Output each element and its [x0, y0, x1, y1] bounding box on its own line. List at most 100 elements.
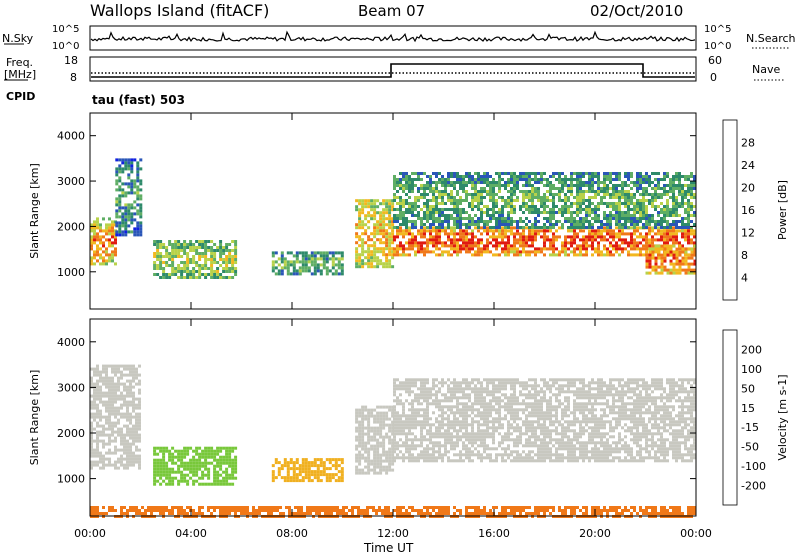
power-cell: [675, 229, 678, 233]
velocity-cell: [373, 426, 377, 430]
power-cell: [675, 250, 679, 254]
power-cell: [450, 190, 453, 193]
power-cell: [391, 256, 395, 260]
velocity-cell: [186, 446, 190, 450]
power-cell: [462, 217, 465, 220]
velocity-cell: [429, 390, 432, 394]
power-cell: [528, 226, 531, 229]
power-cell: [388, 247, 392, 251]
velocity-cell: [198, 467, 202, 471]
power-cell: [213, 270, 217, 273]
velocity-cell: [420, 423, 423, 427]
power-cell: [186, 261, 190, 264]
power-cell: [295, 254, 299, 258]
power-cell: [93, 223, 96, 227]
velocity-cell: [468, 399, 471, 403]
power-cell: [522, 244, 525, 248]
velocity-cell: [367, 450, 371, 454]
velocity-cell: [453, 441, 456, 445]
power-cell: [358, 262, 362, 266]
power-cell: [307, 254, 311, 258]
freq-label-1: Freq.: [6, 56, 33, 69]
velocity-cell: [204, 461, 208, 465]
power-cell: [690, 214, 693, 217]
nave-line: [91, 63, 695, 78]
power-cell: [130, 185, 134, 189]
power-cell: [582, 229, 585, 233]
power-cell: [543, 211, 546, 214]
power-cell: [546, 190, 549, 193]
power-cell: [99, 247, 102, 251]
power-cell: [546, 181, 549, 184]
velocity-cell: [129, 427, 132, 431]
velocity-cell: [93, 427, 96, 431]
power-cell: [340, 272, 344, 276]
velocity-cell: [492, 420, 495, 424]
power-cell: [462, 184, 465, 187]
power-cell: [189, 261, 193, 264]
velocity-cell: [462, 417, 465, 421]
power-cell: [139, 194, 143, 198]
power-cell: [435, 175, 438, 178]
velocity-cell: [435, 402, 438, 406]
velocity-cell: [429, 456, 432, 460]
velocity-cell: [423, 390, 426, 394]
power-cell: [376, 232, 380, 236]
power-cell: [441, 202, 444, 205]
power-cell: [486, 190, 489, 193]
power-cell: [313, 251, 317, 255]
velocity-cell: [373, 438, 377, 442]
velocity-cell: [108, 397, 111, 401]
velocity-cell: [99, 415, 102, 419]
power-cell: [546, 220, 549, 223]
power-cell: [130, 218, 134, 222]
velocity-cell: [492, 417, 495, 421]
power-cell: [618, 253, 621, 257]
power-cell: [612, 229, 615, 233]
velocity-cell: [444, 405, 447, 409]
power-cell: [435, 172, 438, 175]
velocity-cell: [370, 435, 374, 439]
power-cell: [555, 193, 558, 196]
power-cell: [105, 238, 108, 242]
velocity-cell: [447, 408, 450, 412]
power-cell: [207, 246, 211, 249]
velocity-cell: [456, 444, 459, 448]
power-cell: [540, 202, 543, 205]
velocity-cell: [99, 418, 102, 422]
velocity-cell: [408, 444, 411, 448]
power-cell: [513, 226, 516, 230]
power-cell: [216, 267, 220, 270]
velocity-cell: [385, 453, 389, 457]
power-cell: [675, 235, 678, 239]
power-cell: [108, 223, 111, 227]
power-cell: [118, 203, 122, 207]
power-cell: [130, 170, 134, 174]
power-cell: [379, 259, 383, 263]
velocity-cell: [462, 393, 465, 397]
velocity-cell: [447, 420, 450, 424]
power-cell: [486, 241, 489, 245]
power-cell: [687, 190, 690, 193]
power-cell: [438, 211, 441, 214]
velocity-cell: [328, 458, 332, 462]
power-cell: [666, 223, 669, 226]
power-cell: [480, 238, 483, 242]
velocity-cell: [379, 444, 383, 448]
velocity-cell: [492, 423, 495, 427]
velocity-cell: [408, 417, 411, 421]
power-cell: [576, 232, 579, 236]
power-cell: [388, 205, 392, 209]
power-cell: [630, 202, 633, 205]
velocity-cell: [207, 473, 211, 477]
power-cell: [654, 271, 658, 275]
power-cell: [681, 244, 684, 248]
velocity-cell: [102, 427, 105, 431]
power-cell: [417, 229, 420, 233]
power-cell: [588, 211, 591, 214]
power-cell: [630, 217, 633, 220]
power-cell: [393, 181, 396, 184]
power-cell: [564, 208, 567, 211]
power-cell: [579, 223, 582, 226]
power-cell: [219, 258, 223, 261]
